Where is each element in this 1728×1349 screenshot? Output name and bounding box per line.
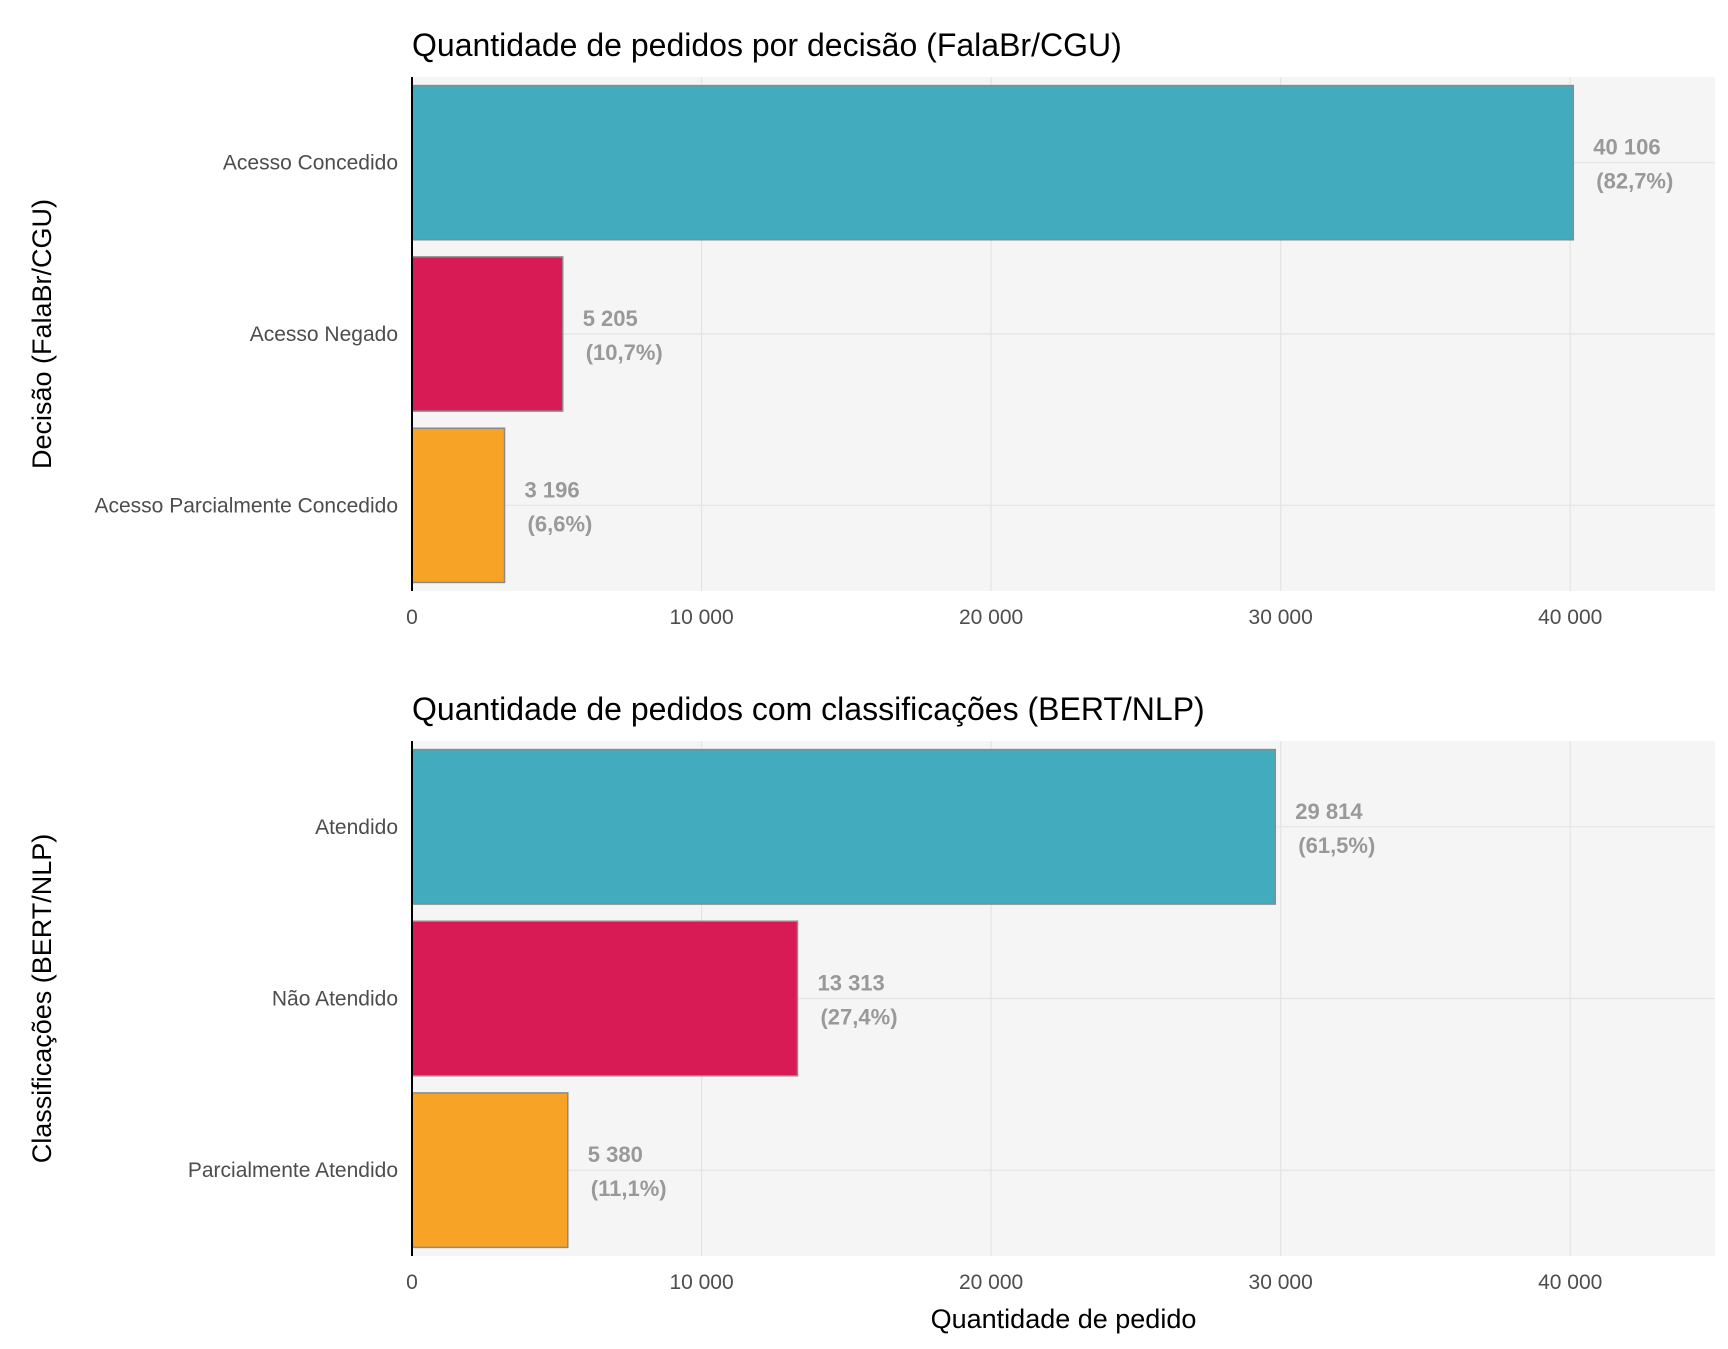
bar-value-label: 5 205 [583,306,638,331]
chart-title: Quantidade de pedidos por decisão (FalaB… [412,27,1122,63]
x-tick-label: 30 000 [1249,606,1313,629]
bar-value-label: 3 196 [525,477,580,502]
chart-title: Quantidade de pedidos com classificações… [412,691,1205,727]
x-tick-label: 10 000 [669,1271,733,1294]
x-tick-label: 40 000 [1538,606,1602,629]
x-tick-label: 40 000 [1538,1271,1602,1294]
bar [411,1092,569,1249]
category-tick-label: Parcialmente Atendido [188,1159,398,1182]
category-tick-label: Atendido [315,816,398,839]
bar-percent-label: (6,6%) [528,511,593,536]
chart-classificacoes: 29 814 (61,5%) Atendido 13 313 (27,4%) Não At… [27,691,1715,1334]
y-axis-title: Decisão (FalaBr/CGU) [27,199,57,469]
bar-percent-label: (82,7%) [1596,169,1673,194]
bar-percent-label: (27,4%) [820,1005,897,1030]
x-tick-label: 20 000 [959,606,1023,629]
bar [411,84,1575,241]
bar [411,748,1277,905]
category-tick-label: Não Atendido [272,988,398,1011]
bar [411,920,799,1077]
y-axis-title: Classificações (BERT/NLP) [27,834,57,1164]
bar-value-label: 13 313 [817,971,884,996]
bar [411,256,564,412]
bar-percent-label: (10,7%) [586,340,663,365]
bar-value-label: 5 380 [588,1142,643,1167]
bar-value-label: 40 106 [1593,135,1660,160]
bar-value-label: 29 814 [1295,799,1363,824]
category-tick-label: Acesso Negado [250,323,398,346]
x-tick-label: 20 000 [959,1271,1023,1294]
bar-percent-label: (61,5%) [1298,833,1375,858]
category-tick-label: Acesso Parcialmente Concedido [95,494,399,517]
x-axis-title: Quantidade de pedido [931,1304,1197,1334]
bar [411,427,506,584]
x-tick-label: 30 000 [1249,1271,1313,1294]
x-tick-label: 10 000 [669,606,733,629]
bar-percent-label: (11,1%) [591,1176,667,1201]
x-tick-label: 0 [406,606,418,629]
category-tick-label: Acesso Concedido [223,152,398,175]
x-tick-label: 0 [406,1271,418,1294]
chart-decisao: 40 106 (82,7%) Acesso Concedido 5 205 (10,7%… [27,27,1715,629]
